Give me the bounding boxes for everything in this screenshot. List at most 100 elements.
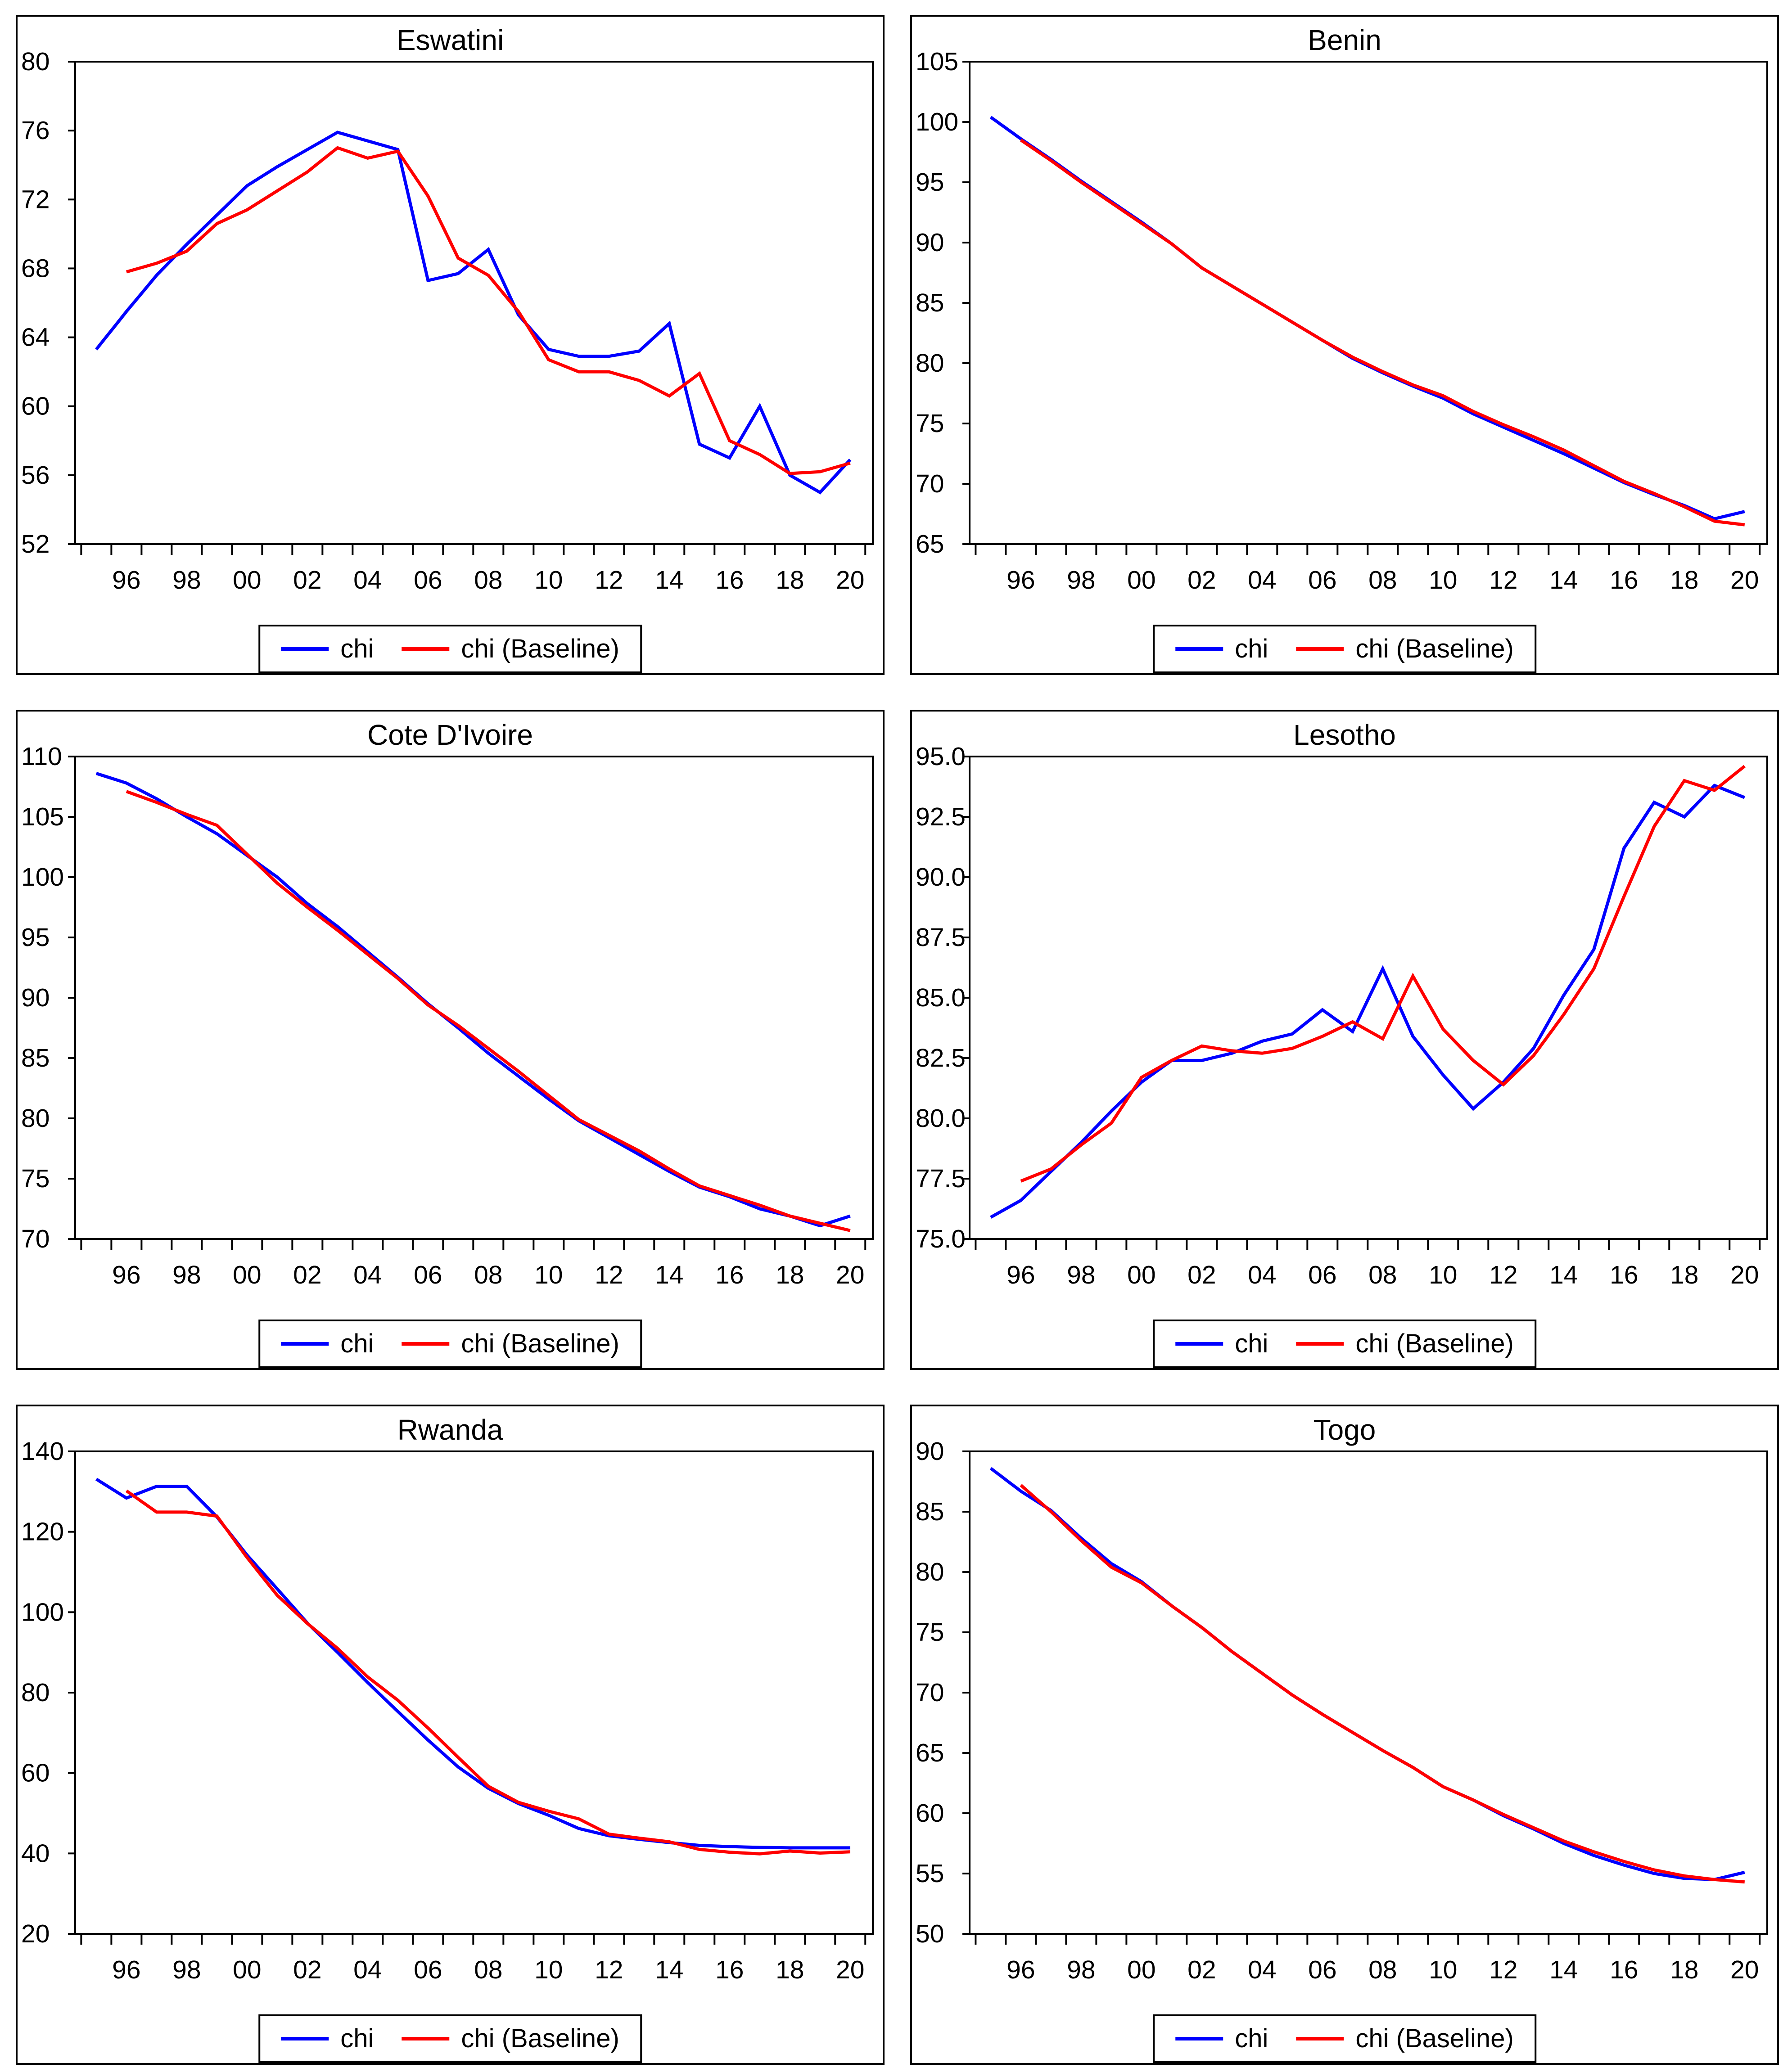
x-axis-label: 10 — [534, 1261, 563, 1289]
x-axis-label: 04 — [353, 566, 382, 595]
x-axis-label: 96 — [1007, 1261, 1035, 1289]
x-axis-label: 18 — [776, 566, 804, 595]
y-axis-label: 20 — [21, 1919, 50, 1948]
plot-frame — [969, 1450, 1768, 1935]
chart-title: Rwanda — [397, 1414, 503, 1446]
chart-legend: chi chi (Baseline) — [1153, 1320, 1536, 1368]
series-chi-line — [990, 784, 1746, 1219]
chart-panel-togo: Togo 50 55 60 65 70 75 80 85 90 96 98 00 02 04 06 08 10 1… — [910, 1405, 1779, 2065]
series-chi-baseline-line — [126, 146, 851, 475]
y-axis-label: 80.0 — [916, 1104, 966, 1133]
x-axis-label: 04 — [1248, 1261, 1276, 1289]
y-axis-label: 65 — [916, 1739, 944, 1767]
chart-legend: chi chi (Baseline) — [1153, 2014, 1536, 2063]
x-axis-label: 12 — [1489, 1955, 1517, 1984]
x-axis-label: 18 — [1670, 566, 1698, 595]
series-chi-baseline-line — [1020, 765, 1746, 1183]
x-axis-label: 18 — [776, 1261, 804, 1289]
x-axis-label: 14 — [655, 1955, 683, 1984]
x-axis-label: 10 — [1429, 1955, 1457, 1984]
y-axis-label: 100 — [916, 108, 958, 136]
legend-baseline-line-sample — [1296, 1342, 1344, 1346]
y-axis-label: 82.5 — [916, 1044, 966, 1072]
x-axis-label: 16 — [1610, 1955, 1638, 1984]
y-axis-label: 100 — [21, 1598, 64, 1626]
y-axis-label: 87.5 — [916, 923, 966, 952]
y-axis-label: 90 — [21, 983, 50, 1012]
chart-legend: chi chi (Baseline) — [258, 2014, 642, 2063]
y-axis-label: 80 — [916, 1558, 944, 1586]
x-axis-label: 16 — [715, 1261, 744, 1289]
chart-title: Cote D'Ivoire — [367, 719, 533, 751]
x-axis-label: 06 — [1308, 566, 1336, 595]
chart-panel-cote-divoire: Cote D'Ivoire 70 75 80 85 90 95 100 105 110 96 98 0… — [16, 710, 885, 1370]
x-axis-label: 04 — [1248, 1955, 1276, 1984]
x-axis-label: 14 — [1549, 1261, 1578, 1289]
y-axis-label: 70 — [916, 469, 944, 498]
x-axis-label: 16 — [715, 566, 744, 595]
x-axis-label: 18 — [1670, 1955, 1698, 1984]
legend-baseline-line-sample — [1296, 2037, 1344, 2040]
x-axis-label: 06 — [1308, 1261, 1336, 1289]
x-axis-label: 98 — [1067, 566, 1095, 595]
series-chi-line — [95, 131, 852, 495]
chart-plot-area: 70 75 80 85 90 95 100 105 110 96 98 00 02 04 06 08 10 12 1… — [21, 742, 874, 1289]
y-axis-label: 105 — [916, 47, 958, 76]
x-axis-label: 00 — [233, 1955, 261, 1984]
y-axis-label: 40 — [21, 1839, 50, 1868]
legend-baseline-line-sample — [402, 2037, 450, 2040]
chart-plot-area: 75.0 77.5 80.0 82.5 85.0 87.5 90.0 92.5 95.0 96 98… — [916, 742, 1768, 1289]
x-axis-label: 08 — [474, 1261, 502, 1289]
x-axis-label: 02 — [1187, 566, 1216, 595]
x-axis-label: 12 — [595, 1261, 623, 1289]
chart-legend: chi chi (Baseline) — [1153, 625, 1536, 673]
x-axis-label: 14 — [655, 566, 683, 595]
x-axis-label: 08 — [474, 1955, 502, 1984]
x-axis-label: 08 — [1368, 566, 1397, 595]
y-axis-label: 56 — [21, 461, 50, 490]
y-axis-label: 60 — [916, 1799, 944, 1828]
series-chi-baseline-line — [1020, 139, 1745, 527]
series-chi-line — [95, 772, 851, 1228]
x-axis-label: 08 — [1368, 1955, 1397, 1984]
y-axis-label: 68 — [21, 254, 50, 283]
x-axis-label: 02 — [1187, 1261, 1216, 1289]
chart-legend: chi chi (Baseline) — [258, 625, 642, 673]
legend-chi-line-sample — [1175, 647, 1223, 651]
chart-legend: chi chi (Baseline) — [258, 1320, 642, 1368]
series-chi-baseline-line — [1020, 1484, 1745, 1884]
x-axis-label: 00 — [1127, 1955, 1156, 1984]
legend-baseline-label: chi (Baseline) — [1355, 634, 1514, 663]
y-axis-label: 100 — [21, 863, 64, 892]
y-axis-label: 76 — [21, 116, 50, 145]
y-axis-label: 85 — [916, 1497, 944, 1526]
y-axis-label: 85 — [916, 288, 944, 317]
x-axis-label: 98 — [172, 1261, 201, 1289]
y-axis-label: 120 — [21, 1518, 64, 1546]
chart-panel-eswatini: Eswatini 52 56 60 64 68 72 76 80 96 98 00 02 04 06 08 1… — [16, 15, 885, 675]
y-axis-label: 92.5 — [916, 802, 966, 831]
x-axis-label: 16 — [1610, 566, 1638, 595]
legend-baseline-line-sample — [402, 647, 450, 651]
chart-plot-area: 20 40 60 80 100 120 140 96 98 00 02 04 06 08 10 12 14 16 1… — [21, 1437, 874, 1984]
x-axis-label: 14 — [1549, 566, 1578, 595]
x-axis-label: 02 — [293, 1261, 321, 1289]
legend-baseline-label: chi (Baseline) — [1355, 2024, 1514, 2053]
legend-chi-line-sample — [281, 1342, 329, 1346]
series-chi-baseline-line — [126, 790, 851, 1232]
x-axis-label: 04 — [353, 1955, 382, 1984]
plot-frame — [74, 1450, 874, 1935]
y-axis-label: 95 — [21, 923, 50, 952]
y-axis-label: 95.0 — [916, 742, 966, 771]
y-axis-label: 90.0 — [916, 863, 966, 892]
y-axis-label: 75 — [21, 1164, 50, 1193]
x-axis-label: 20 — [1730, 566, 1759, 595]
y-axis-label: 65 — [916, 530, 944, 559]
x-axis-label: 16 — [1610, 1261, 1638, 1289]
x-axis-label: 20 — [1730, 1955, 1759, 1984]
series-chi-baseline-line — [125, 1489, 850, 1856]
x-axis-label: 12 — [595, 566, 623, 595]
legend-chi-label: chi — [340, 1329, 374, 1358]
x-axis-label: 04 — [353, 1261, 382, 1289]
legend-chi-label: chi — [340, 2024, 374, 2053]
